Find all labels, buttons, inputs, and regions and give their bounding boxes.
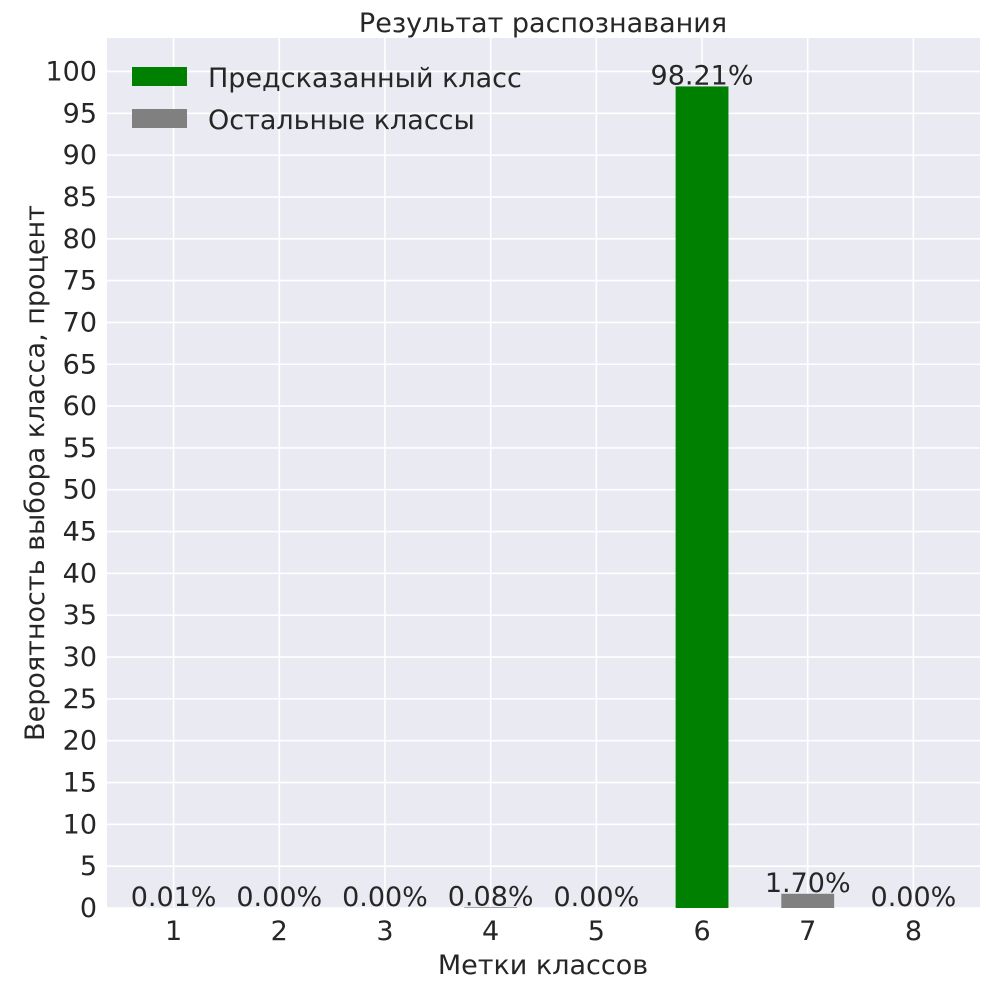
chart-title: Результат распознавания — [359, 8, 727, 39]
y-tick-label: 45 — [63, 517, 97, 548]
y-axis-label: Вероятность выбора класса, процент — [20, 205, 51, 741]
y-tick-label: 35 — [63, 600, 97, 631]
y-tick-label: 50 — [63, 475, 97, 506]
y-tick-label: 20 — [63, 726, 97, 757]
y-tick-label: 40 — [63, 558, 97, 589]
y-tick-label: 25 — [63, 684, 97, 715]
legend: Предсказанный класс Остальные классы — [132, 63, 522, 136]
legend-swatch-other — [132, 109, 187, 128]
bar-class-7 — [781, 893, 835, 908]
legend-label-predicted: Предсказанный класс — [208, 63, 522, 94]
x-tick-label: 5 — [588, 916, 605, 947]
x-tick-label: 4 — [482, 916, 499, 947]
x-tick-label: 3 — [376, 916, 393, 947]
x-axis-label: Метки классов — [438, 950, 648, 981]
y-tick-label: 55 — [63, 433, 97, 464]
bar-value-label: 0.01% — [131, 882, 217, 913]
grid-lines — [107, 38, 980, 909]
legend-label-other: Остальные классы — [208, 105, 475, 136]
y-tick-label: 85 — [63, 182, 97, 213]
bar-class-6 — [675, 86, 729, 909]
bar-value-label: 0.00% — [342, 882, 428, 913]
y-tick-label: 70 — [63, 307, 97, 338]
x-tick-label: 2 — [271, 916, 288, 947]
x-tick-labels: 1 2 3 4 5 6 7 8 — [165, 916, 922, 947]
y-tick-label: 10 — [63, 809, 97, 840]
y-tick-labels: 0 5 10 15 20 25 30 35 40 45 50 55 60 65 70 75 80 85 90 95 10… — [45, 56, 97, 924]
x-tick-label: 7 — [799, 916, 816, 947]
bar-value-label: 98.21% — [651, 60, 754, 91]
y-tick-label: 90 — [63, 140, 97, 171]
x-tick-label: 1 — [165, 916, 182, 947]
bar-value-label: 0.00% — [236, 882, 322, 913]
bars — [147, 86, 835, 909]
y-tick-label: 0 — [80, 893, 97, 924]
bar-class-4 — [464, 907, 518, 908]
y-tick-label: 60 — [63, 391, 97, 422]
y-tick-label: 30 — [63, 642, 97, 673]
bar-value-label: 1.70% — [765, 868, 851, 899]
y-tick-label: 75 — [63, 266, 97, 297]
y-tick-label: 65 — [63, 349, 97, 380]
bar-value-label: 0.08% — [448, 881, 534, 912]
y-tick-label: 95 — [63, 98, 97, 129]
y-tick-label: 80 — [63, 224, 97, 255]
bar-value-label: 0.00% — [871, 882, 957, 913]
bar-value-label: 0.00% — [553, 882, 639, 913]
x-tick-label: 6 — [693, 916, 710, 947]
y-tick-label: 100 — [45, 56, 97, 87]
bar-value-labels: 0.01% 0.00% 0.00% 0.08% 0.00% 98.21% 1.70% 0.00… — [131, 60, 957, 913]
y-tick-label: 5 — [80, 851, 97, 882]
y-tick-label: 15 — [63, 768, 97, 799]
plot-background — [107, 38, 980, 908]
legend-swatch-predicted — [132, 67, 187, 86]
x-tick-label: 8 — [905, 916, 922, 947]
